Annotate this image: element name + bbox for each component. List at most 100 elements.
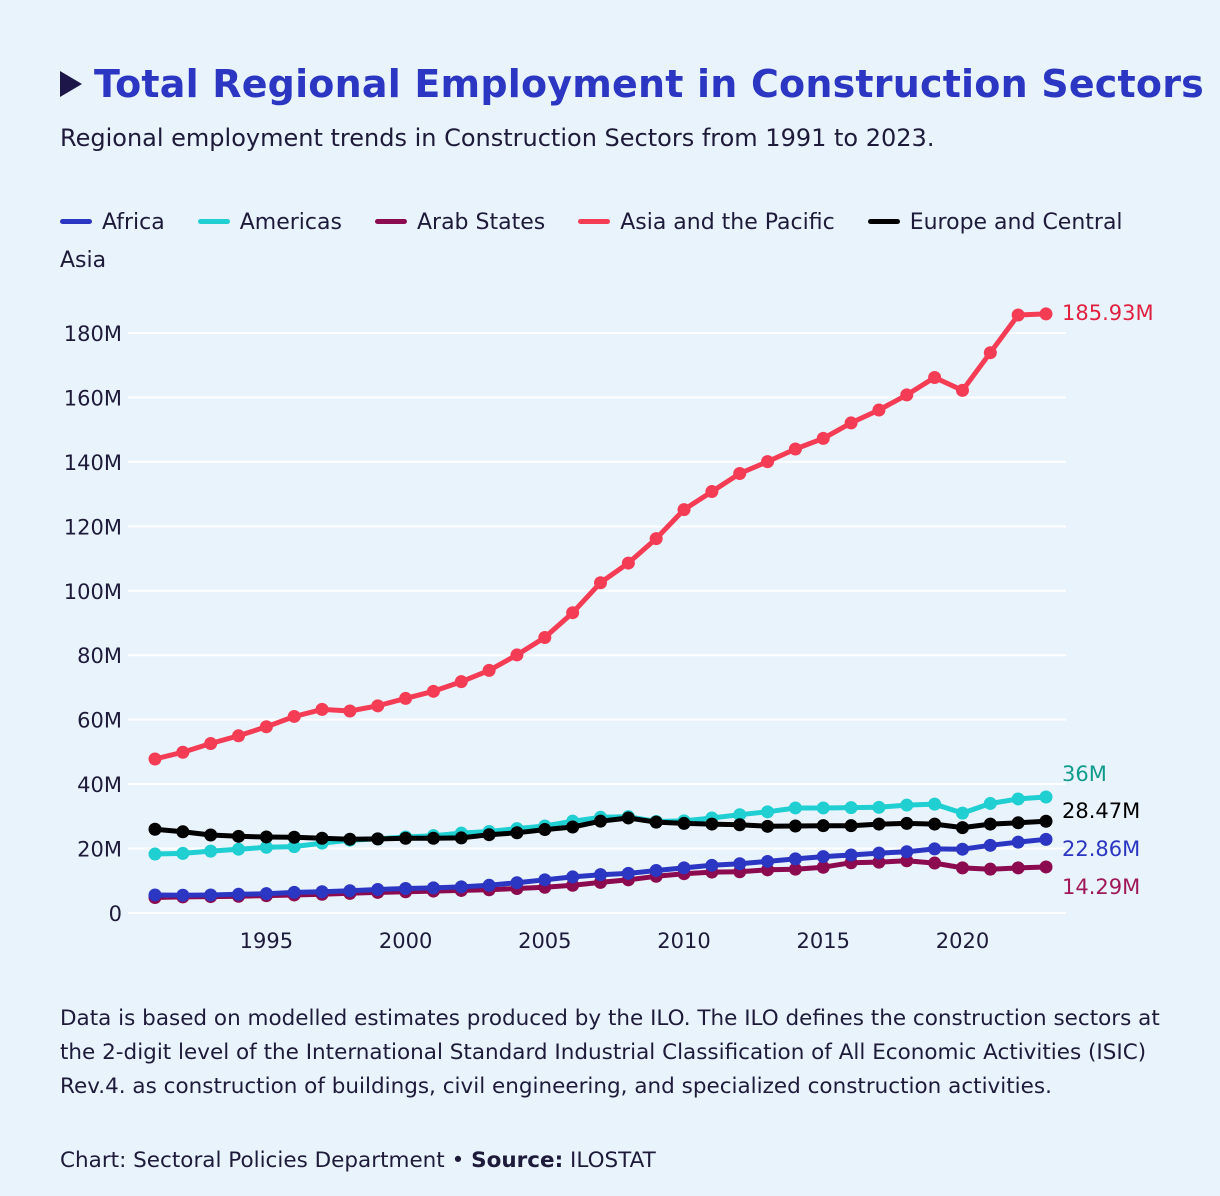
data-point-europe-and-central-asia <box>761 819 775 833</box>
data-point-africa <box>259 887 273 901</box>
legend-item-europe-central-asia[interactable]: Europe and Central Asia <box>60 210 1123 273</box>
data-point-africa <box>232 887 246 901</box>
x-tick-label: 2000 <box>379 929 432 953</box>
data-point-africa <box>788 852 802 866</box>
title-row: Total Regional Employment in Constructio… <box>60 62 1204 106</box>
data-point-africa <box>371 882 385 896</box>
data-point-americas <box>900 798 914 812</box>
play-triangle-icon <box>60 71 82 97</box>
legend-item-arab-states[interactable]: Arab States <box>374 210 546 235</box>
data-point-asia-and-the-pacific <box>1039 307 1053 321</box>
data-point-arab-states <box>1011 861 1025 875</box>
data-point-arab-states <box>955 861 969 875</box>
data-point-americas <box>259 840 273 854</box>
x-tick-label: 2015 <box>797 929 850 953</box>
data-point-africa <box>148 888 162 902</box>
y-tick-label: 140M <box>64 451 122 475</box>
data-point-europe-and-central-asia <box>955 821 969 835</box>
legend-swatch-africa <box>60 219 92 224</box>
data-point-americas <box>733 808 747 822</box>
data-point-europe-and-central-asia <box>232 829 246 843</box>
data-point-africa <box>399 882 413 896</box>
data-point-asia-and-the-pacific <box>259 720 273 734</box>
line-chart: 0 20M 40M 60M 80M 100M 120M 140M 160M 180M 1995 200… <box>64 301 1154 953</box>
y-tick-label: 20M <box>77 838 122 862</box>
data-point-asia-and-the-pacific <box>232 729 246 743</box>
legend-label-americas: Americas <box>239 210 342 235</box>
data-point-africa <box>621 866 635 880</box>
data-point-europe-and-central-asia <box>983 817 997 831</box>
x-tick-label: 2010 <box>657 929 710 953</box>
data-point-asia-and-the-pacific <box>371 699 385 713</box>
y-tick-label: 180M <box>64 322 122 346</box>
data-point-europe-and-central-asia <box>621 811 635 825</box>
data-point-americas <box>955 806 969 820</box>
data-point-africa <box>454 880 468 894</box>
data-point-americas <box>983 796 997 810</box>
y-tick-label: 40M <box>77 773 122 797</box>
data-point-europe-and-central-asia <box>788 819 802 833</box>
legend-item-americas[interactable]: Americas <box>197 210 342 235</box>
data-point-europe-and-central-asia <box>259 830 273 844</box>
data-point-asia-and-the-pacific <box>983 346 997 360</box>
legend-item-africa[interactable]: Africa <box>60 210 165 235</box>
data-point-asia-and-the-pacific <box>705 485 719 499</box>
data-point-americas <box>761 805 775 819</box>
data-point-asia-and-the-pacific <box>538 631 552 645</box>
data-point-europe-and-central-asia <box>315 831 329 845</box>
legend-item-asia-pacific[interactable]: Asia and the Pacific <box>578 210 835 235</box>
data-point-americas <box>816 801 830 815</box>
data-point-arab-states <box>788 862 802 876</box>
credit-chart-label: Chart: Sectoral Policies Department <box>60 1148 445 1173</box>
y-tick-label: 80M <box>77 644 122 668</box>
legend-swatch-europe-central-asia <box>867 219 900 224</box>
data-point-europe-and-central-asia <box>566 820 580 834</box>
legend-swatch-americas <box>197 219 230 224</box>
data-point-asia-and-the-pacific <box>621 556 635 570</box>
data-point-europe-and-central-asia <box>594 814 607 828</box>
data-point-africa <box>955 842 969 856</box>
data-point-americas <box>928 797 942 811</box>
credit-separator: • <box>444 1148 472 1173</box>
data-point-africa <box>510 876 524 890</box>
data-point-asia-and-the-pacific <box>399 691 413 705</box>
data-point-europe-and-central-asia <box>510 826 524 840</box>
data-point-africa <box>566 870 580 884</box>
data-point-europe-and-central-asia <box>649 815 663 829</box>
data-point-asia-and-the-pacific <box>287 709 301 723</box>
data-point-asia-and-the-pacific <box>955 383 969 397</box>
data-point-asia-and-the-pacific <box>176 745 190 759</box>
data-point-africa <box>538 873 552 887</box>
end-label-americas: 36M <box>1062 762 1107 786</box>
data-point-europe-and-central-asia <box>816 819 830 833</box>
legend-label-asia-pacific: Asia and the Pacific <box>620 210 835 235</box>
footnote: Data is based on modelled estimates prod… <box>60 1006 1160 1099</box>
data-point-europe-and-central-asia <box>538 823 552 837</box>
data-point-americas <box>204 844 218 858</box>
credit-source-label: Source: <box>471 1148 564 1173</box>
data-point-asia-and-the-pacific <box>204 737 218 751</box>
data-point-asia-and-the-pacific <box>928 371 942 385</box>
data-point-africa <box>649 863 663 877</box>
data-point-arab-states <box>816 860 830 874</box>
legend-label-arab-states: Arab States <box>416 210 546 235</box>
legend-swatch-arab-states <box>374 219 407 224</box>
data-point-asia-and-the-pacific <box>677 503 691 517</box>
data-point-asia-and-the-pacific <box>594 576 607 590</box>
data-point-asia-and-the-pacific <box>482 663 496 677</box>
x-tick-label: 1995 <box>240 929 293 953</box>
data-point-americas <box>232 842 246 856</box>
data-point-asia-and-the-pacific <box>788 442 802 456</box>
data-point-asia-and-the-pacific <box>426 684 440 698</box>
chart-title: Total Regional Employment in Constructio… <box>94 62 1204 106</box>
data-point-africa <box>426 881 440 895</box>
y-tick-label: 0 <box>109 902 122 926</box>
data-point-africa <box>900 845 914 859</box>
y-tick-label: 60M <box>77 709 122 733</box>
data-point-arab-states <box>1039 860 1053 874</box>
data-point-arab-states <box>928 856 942 870</box>
credit-source-value: ILOSTAT <box>563 1148 656 1173</box>
data-point-asia-and-the-pacific <box>872 403 886 417</box>
y-tick-label: 120M <box>64 515 122 539</box>
x-tick-label: 2005 <box>518 929 571 953</box>
